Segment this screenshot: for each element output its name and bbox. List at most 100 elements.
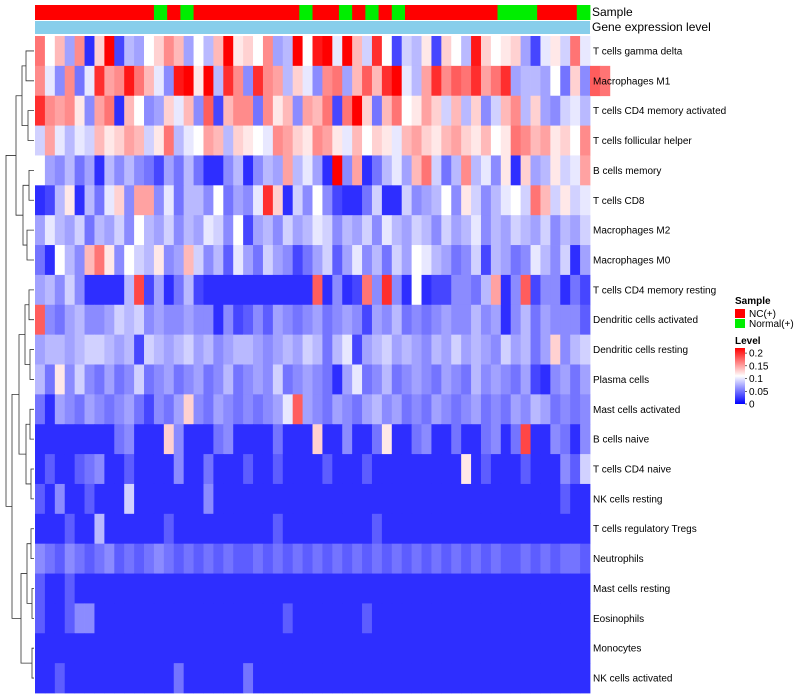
heatmap-cell bbox=[411, 334, 422, 365]
heatmap-cell bbox=[114, 633, 125, 664]
heatmap-cell bbox=[134, 65, 145, 97]
heatmap-cell bbox=[163, 454, 175, 485]
heatmap-cell bbox=[381, 454, 393, 485]
heatmap-cell bbox=[203, 543, 214, 574]
heatmap-cell bbox=[183, 125, 194, 156]
heatmap-cell bbox=[282, 95, 294, 126]
heatmap-cell bbox=[253, 65, 264, 97]
heatmap-cell bbox=[223, 65, 234, 97]
heatmap-cell bbox=[480, 663, 492, 694]
heatmap-cell bbox=[262, 274, 274, 306]
heatmap-cell bbox=[322, 483, 333, 515]
heatmap-cell bbox=[114, 155, 125, 186]
heatmap-cell bbox=[461, 274, 472, 306]
dendrogram-branch bbox=[5, 155, 16, 507]
heatmap-cell bbox=[183, 483, 194, 515]
heatmap-cell bbox=[352, 155, 363, 186]
heatmap-cell bbox=[342, 513, 353, 545]
heatmap-cell bbox=[500, 95, 512, 126]
sample-annotation-cell bbox=[193, 5, 208, 20]
heatmap-cell bbox=[312, 573, 323, 604]
heatmap-cell bbox=[233, 155, 244, 186]
heatmap-cell bbox=[134, 603, 145, 634]
heatmap-cell bbox=[421, 633, 432, 664]
heatmap-cell bbox=[243, 454, 254, 485]
heatmap-cell bbox=[213, 573, 224, 604]
heatmap-cell bbox=[510, 483, 522, 515]
heatmap-cell bbox=[153, 394, 165, 425]
heatmap-cell bbox=[530, 424, 541, 455]
heatmap-cell bbox=[451, 424, 462, 455]
heatmap-cell bbox=[520, 36, 531, 67]
heatmap-cell bbox=[243, 663, 254, 694]
heatmap-cell bbox=[441, 513, 452, 545]
heatmap-cell bbox=[163, 95, 175, 126]
heatmap-cell bbox=[580, 424, 591, 455]
heatmap-cell bbox=[480, 543, 492, 574]
heatmap-cell bbox=[580, 633, 591, 664]
heatmap-cell bbox=[560, 215, 571, 246]
heatmap-cell bbox=[213, 274, 224, 306]
row-label: B cells naive bbox=[593, 435, 650, 446]
heatmap-cell bbox=[540, 215, 551, 246]
heatmap-cell bbox=[480, 125, 492, 156]
heatmap-cell bbox=[580, 334, 591, 365]
heatmap-cell bbox=[144, 573, 155, 604]
heatmap-cell bbox=[84, 36, 95, 67]
heatmap-cell bbox=[134, 274, 145, 306]
heatmap-cell bbox=[134, 125, 145, 156]
heatmap-cell bbox=[580, 304, 591, 336]
heatmap-cell bbox=[272, 603, 284, 634]
heatmap-cell bbox=[153, 454, 165, 485]
heatmap-cell bbox=[253, 304, 264, 336]
row-label: T cells CD8 bbox=[593, 196, 645, 207]
heatmap-cell bbox=[282, 36, 294, 67]
heatmap-cell bbox=[560, 513, 571, 545]
heatmap-cell bbox=[520, 274, 531, 306]
heatmap-cell bbox=[173, 95, 185, 126]
dendrogram-branch bbox=[28, 169, 34, 201]
heatmap-cell bbox=[64, 95, 76, 126]
heatmap-cell bbox=[362, 215, 373, 246]
heatmap-cell bbox=[35, 424, 46, 455]
dendrogram-branch bbox=[20, 573, 32, 664]
heatmap-cell bbox=[253, 95, 264, 126]
heatmap-cell bbox=[124, 36, 135, 67]
heatmap-cell bbox=[431, 483, 442, 515]
heatmap-cell bbox=[352, 95, 363, 126]
heatmap-cell bbox=[520, 663, 531, 694]
heatmap-cell bbox=[44, 215, 56, 246]
heatmap-cell bbox=[500, 155, 512, 186]
heatmap-cell bbox=[163, 304, 175, 336]
heatmap-cell bbox=[262, 185, 274, 216]
heatmap-cell bbox=[332, 603, 343, 634]
heatmap-cell bbox=[471, 424, 482, 455]
heatmap-cell bbox=[391, 304, 403, 336]
heatmap-cell bbox=[371, 663, 383, 694]
heatmap-cell bbox=[362, 304, 373, 336]
heatmap-cell bbox=[54, 394, 66, 425]
heatmap-cell bbox=[520, 483, 531, 515]
heatmap-cell bbox=[381, 65, 393, 97]
heatmap-cell bbox=[312, 245, 323, 276]
heatmap-cell bbox=[173, 274, 185, 306]
row-label: Macrophages M1 bbox=[593, 76, 671, 87]
heatmap-cell bbox=[391, 185, 403, 216]
heatmap-cell bbox=[530, 36, 541, 67]
heatmap-cell bbox=[35, 454, 46, 485]
heatmap-cell bbox=[520, 454, 531, 485]
heatmap-cell bbox=[332, 424, 343, 455]
sample-annotation-cell bbox=[233, 5, 247, 20]
heatmap-cell bbox=[342, 483, 353, 515]
heatmap-cell bbox=[451, 364, 462, 395]
heatmap-cell bbox=[302, 245, 313, 276]
heatmap-cell bbox=[580, 95, 591, 126]
heatmap-cell bbox=[124, 603, 135, 634]
heatmap-cell bbox=[262, 245, 274, 276]
heatmap-cell bbox=[461, 304, 472, 336]
heatmap-cell bbox=[104, 454, 115, 485]
heatmap-cell bbox=[213, 215, 224, 246]
heatmap-cell bbox=[114, 663, 125, 694]
heatmap-cell bbox=[570, 304, 581, 336]
heatmap-cell bbox=[580, 573, 591, 604]
